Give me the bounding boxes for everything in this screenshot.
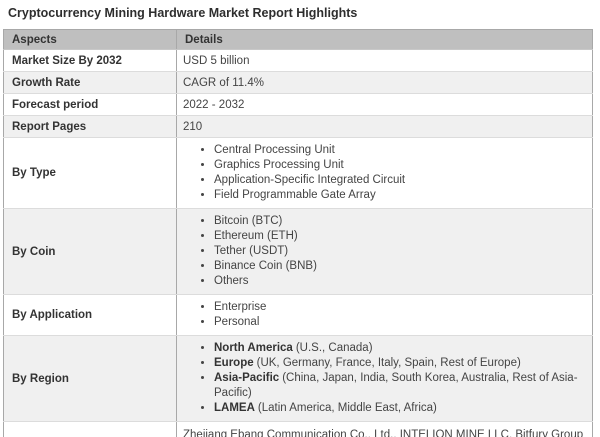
table-row: Market Size By 2032 USD 5 billion [3,49,593,72]
detail-list-item: Bitcoin (BTC) [214,214,584,229]
aspect-cell: Forecast period [3,93,177,116]
details-cell: 2022 - 2032 [176,93,593,116]
details-cell: EnterprisePersonal [176,294,593,336]
table-header-row: Aspects Details [3,29,593,50]
aspect-cell: Report Pages [3,115,177,138]
detail-bullet-list: EnterprisePersonal [183,300,584,330]
table-body: Market Size By 2032 USD 5 billion Growth R… [3,49,593,437]
region-name: LAMEA [214,402,255,414]
detail-list-item: Binance Coin (BNB) [214,259,584,274]
key-market-players-text: Zhejiang Ebang Communication Co., Ltd., … [183,429,584,437]
detail-list-item: Enterprise [214,300,584,315]
detail-list-item: Personal [214,315,584,330]
table-row: Forecast period 2022 - 2032 [3,93,593,116]
region-countries: (China, Japan, India, South Korea, Austr… [214,372,578,399]
detail-list-item: Ethereum (ETH) [214,229,584,244]
table-row: By ApplicationEnterprisePersonal [3,294,593,336]
detail-bullet-list: Bitcoin (BTC)Ethereum (ETH)Tether (USDT)… [183,214,584,289]
table-row: Report Pages 210 [3,115,593,138]
table-row: Growth Rate CAGR of 11.4% [3,71,593,94]
details-cell: USD 5 billion [176,49,593,72]
report-highlights-table: Aspects Details Market Size By 2032 USD 5… [3,29,593,437]
details-cell: Zhejiang Ebang Communication Co., Ltd., … [176,421,593,437]
region-countries: (UK, Germany, France, Italy, Spain, Rest… [256,357,521,369]
detail-list-item: Others [214,274,584,289]
region-name: Asia-Pacific [214,372,280,384]
detail-list-item: Asia-Pacific(China, Japan, India, South … [214,371,584,401]
table-row: Key Market Players Zhejiang Ebang Communi… [3,421,593,437]
aspect-cell: By Coin [3,208,177,295]
detail-list-item: Central Processing Unit [214,143,584,158]
detail-list-item: Field Programmable Gate Array [214,188,584,203]
column-header-aspects: Aspects [3,29,177,50]
table-row: By RegionNorth America(U.S., Canada)Euro… [3,335,593,422]
detail-bullet-list: North America(U.S., Canada)Europe(UK, Ge… [183,341,584,416]
detail-list-item: North America(U.S., Canada) [214,341,584,356]
detail-bullet-list: Central Processing UnitGraphics Processi… [183,143,584,203]
aspect-cell: Market Size By 2032 [3,49,177,72]
table-row: By TypeCentral Processing UnitGraphics P… [3,137,593,209]
detail-list-item: Tether (USDT) [214,244,584,259]
aspect-cell: Growth Rate [3,71,177,94]
detail-list-item: Europe(UK, Germany, France, Italy, Spain… [214,356,584,371]
aspect-cell: By Region [3,335,177,422]
region-countries: (U.S., Canada) [295,342,373,354]
details-cell: CAGR of 11.4% [176,71,593,94]
details-cell: North America(U.S., Canada)Europe(UK, Ge… [176,335,593,422]
aspect-cell: Key Market Players [3,421,177,437]
detail-list-item: Graphics Processing Unit [214,158,584,173]
detail-list-item: LAMEA(Latin America, Middle East, Africa… [214,401,584,416]
page-title: Cryptocurrency Mining Hardware Market Re… [8,6,358,20]
table-row: By CoinBitcoin (BTC)Ethereum (ETH)Tether… [3,208,593,295]
region-name: North America [214,342,293,354]
region-name: Europe [214,357,254,369]
column-header-details: Details [176,29,593,50]
details-cell: Central Processing UnitGraphics Processi… [176,137,593,209]
aspect-cell: By Type [3,137,177,209]
details-cell: Bitcoin (BTC)Ethereum (ETH)Tether (USDT)… [176,208,593,295]
details-cell: 210 [176,115,593,138]
detail-list-item: Application-Specific Integrated Circuit [214,173,584,188]
region-countries: (Latin America, Middle East, Africa) [257,402,437,414]
aspect-cell: By Application [3,294,177,336]
